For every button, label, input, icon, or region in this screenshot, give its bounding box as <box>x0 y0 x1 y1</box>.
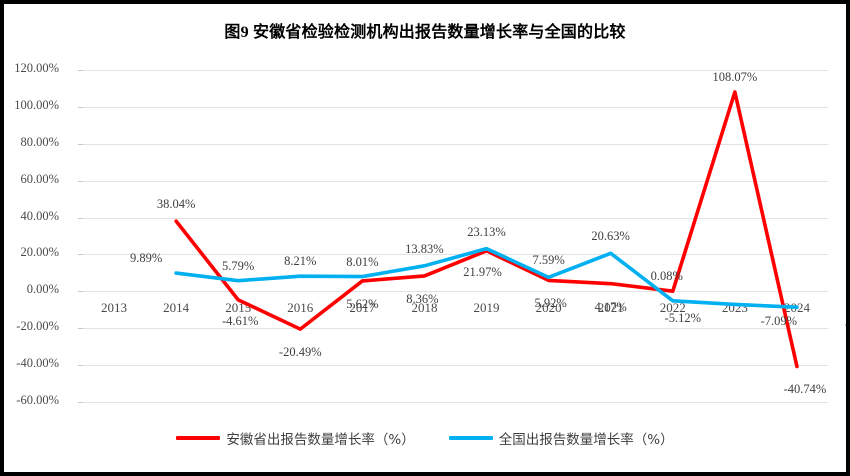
y-axis-tick-mark <box>78 106 83 108</box>
data-point-label: 13.83% <box>405 241 444 256</box>
y-axis-tick-mark <box>78 328 83 330</box>
plot-area: 120.00% 100.00% 80.00% 60.00% 40.00% 20.00% 0.… <box>14 61 846 407</box>
legend-label: 安徽省出报告数量增长率（%） <box>226 432 415 448</box>
data-point-label: 5.92% <box>534 296 567 311</box>
data-point-label: 38.04% <box>156 197 196 212</box>
gridline <box>83 291 828 293</box>
gridline <box>83 180 828 182</box>
y-axis-tick-label: -60.00% <box>16 393 59 407</box>
data-point-label: -5.12% <box>664 310 701 325</box>
x-axis-tick-label: 2017 <box>349 300 376 316</box>
x-axis-tick-label: 2022 <box>659 300 686 316</box>
x-axis-tick-label: 2014 <box>163 300 190 316</box>
x-axis-tick-label: 2016 <box>287 300 314 316</box>
y-axis-tick-mark <box>78 254 83 256</box>
data-point-label: 23.13% <box>467 224 506 239</box>
chart-container: 图9 安徽省检验检测机构出报告数量增长率与全国的比较 120.00% 100.00… <box>4 4 846 472</box>
data-point-label: 20.63% <box>591 229 630 244</box>
y-axis-tick-mark <box>78 217 83 219</box>
data-point-label: -7.09% <box>760 314 798 329</box>
gridline <box>83 254 828 256</box>
data-point-label: 8.36% <box>406 291 439 306</box>
legend-swatch-icon <box>176 436 221 440</box>
y-axis-tick-label: 20.00% <box>20 245 59 260</box>
series-line-1 <box>174 90 799 369</box>
y-axis-tick-mark <box>78 402 83 403</box>
series-lines <box>174 90 799 369</box>
data-point-label: 7.59% <box>532 253 565 268</box>
data-point-label: 0.08% <box>650 269 683 284</box>
y-axis-tick-label: 0.00% <box>26 282 59 297</box>
gridline <box>83 70 828 71</box>
data-point-label: 8.21% <box>284 254 317 269</box>
data-point-label: 4.17% <box>594 299 627 314</box>
legend-swatch-icon <box>448 436 493 440</box>
y-axis-tick-mark <box>78 143 83 145</box>
data-point-label: 5.79% <box>222 258 255 273</box>
legend-entry-1[interactable]: 安徽省出报告数量增长率（%） <box>176 428 415 448</box>
chart-title: 图9 安徽省检验检测机构出报告数量增长率与全国的比较 <box>224 24 626 41</box>
data-point-label: -20.49% <box>278 345 322 360</box>
series-line-2 <box>174 246 799 310</box>
y-axis-tick-mark <box>78 291 83 293</box>
y-axis-tick-label: -20.00% <box>16 319 59 334</box>
y-axis-tick-label: 40.00% <box>20 208 59 223</box>
x-axis-tick-label: 2021 <box>597 300 624 316</box>
gridline <box>83 328 828 330</box>
y-axis-tick-label: -40.00% <box>16 356 59 371</box>
legend-entry-2[interactable]: 全国出报告数量增长率（%） <box>448 428 674 448</box>
x-axis-tick-label: 2019 <box>473 300 500 316</box>
x-axis-tick-label: 2020 <box>535 300 562 316</box>
data-point-label: 9.89% <box>129 251 163 266</box>
y-axis-tick-mark <box>78 70 83 71</box>
x-axis-tick-label: 2018 <box>411 300 438 316</box>
y-axis-tick-label: 100.00% <box>14 97 59 112</box>
gridline <box>83 143 828 145</box>
y-axis-tick-label: 60.00% <box>20 171 59 186</box>
gridline <box>83 217 828 219</box>
y-axis-tick-label: 120.00% <box>14 61 59 75</box>
data-point-label: 108.07% <box>712 70 758 84</box>
gridline <box>83 402 828 403</box>
data-point-label: -40.74% <box>783 382 827 397</box>
y-axis-tick-mark <box>78 180 83 182</box>
gridline <box>83 106 828 108</box>
data-point-label: 21.97% <box>463 264 502 279</box>
data-point-label: 8.01% <box>346 254 379 269</box>
x-axis-tick-label: 2013 <box>101 300 128 316</box>
gridline <box>83 365 828 367</box>
legend-label: 全国出报告数量增长率（%） <box>498 432 674 448</box>
y-axis-tick-label: 80.00% <box>20 134 59 149</box>
chart-legend: 安徽省出报告数量增长率（%） 全国出报告数量增长率（%） <box>4 428 846 448</box>
data-point-label: -8.62% <box>828 317 846 332</box>
y-axis-tick-mark <box>78 365 83 367</box>
data-point-label: 5.62% <box>346 296 379 311</box>
data-point-label: -4.61% <box>221 313 259 328</box>
